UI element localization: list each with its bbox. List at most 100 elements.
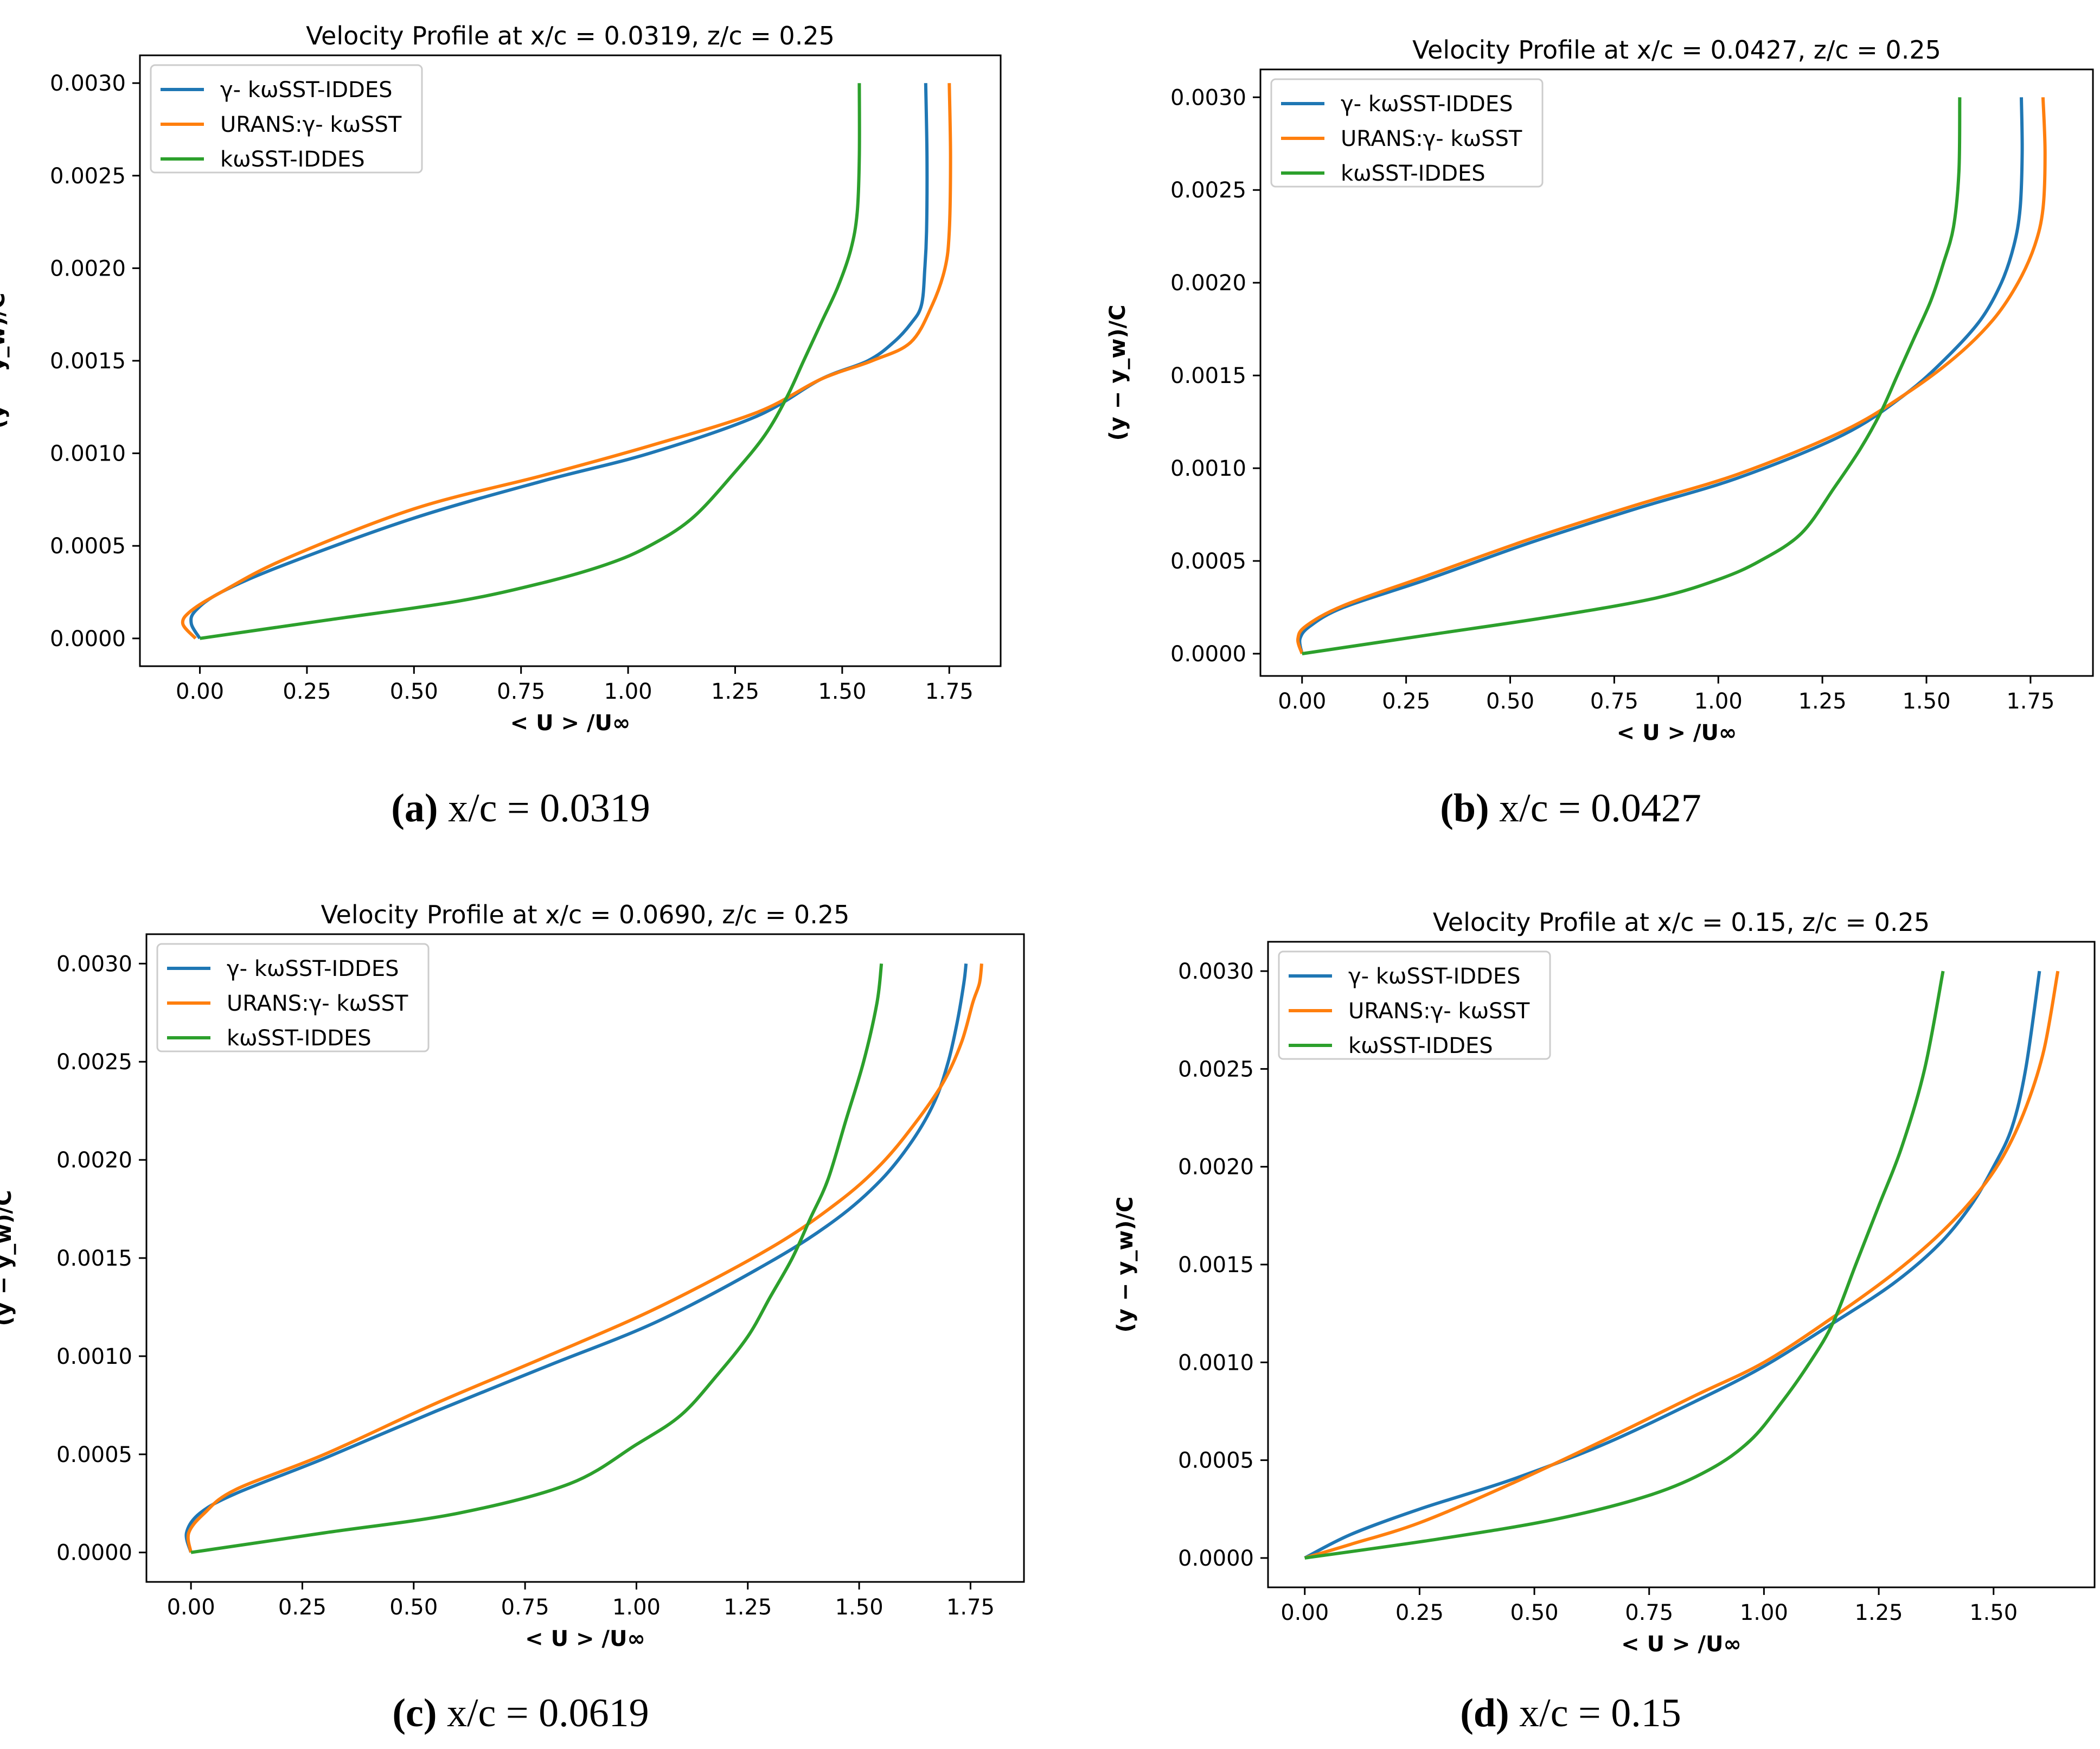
chart-c-series-2-line bbox=[186, 963, 983, 1553]
chart-b-legend-label-1: γ- kωSST-IDDES bbox=[1341, 92, 1513, 117]
chart-a-xtick-label: 0.50 bbox=[390, 679, 438, 704]
chart-a: Velocity Profile at x/c = 0.0319, z/c = … bbox=[0, 21, 1002, 736]
chart-d-legend-label-2: URANS:γ- kωSST bbox=[1348, 999, 1530, 1024]
chart-b-series-group bbox=[1296, 97, 2047, 655]
caption-b: (b) x/c = 0.0427 bbox=[1050, 786, 2091, 832]
caption-b-letter: (b) bbox=[1440, 786, 1489, 831]
chart-b-legend-box bbox=[1270, 78, 1544, 188]
chart-b-xtick-label: 0.75 bbox=[1590, 689, 1638, 714]
chart-a-series-group bbox=[181, 83, 952, 640]
chart-c-xlabel: < U > /U∞ bbox=[525, 1626, 645, 1651]
chart-c-xtick-label: 1.25 bbox=[724, 1595, 772, 1620]
chart-d-ytick-label: 0.0020 bbox=[1178, 1155, 1254, 1180]
chart-b-xtick-label: 0.50 bbox=[1486, 689, 1534, 714]
chart-d-ytick-label: 0.0025 bbox=[1178, 1057, 1254, 1082]
chart-d-xtick-label: 1.50 bbox=[1969, 1600, 2018, 1625]
chart-c-series-3-line bbox=[190, 963, 883, 1554]
chart-b-legend-label-3: kωSST-IDDES bbox=[1341, 161, 1486, 186]
chart-b-frame bbox=[1259, 68, 2094, 677]
chart-a-series-1-line bbox=[189, 83, 929, 640]
chart-b-title: Velocity Profile at x/c = 0.0427, z/c = … bbox=[1412, 35, 1941, 65]
chart-d-legend-box bbox=[1278, 950, 1551, 1060]
chart-c-legend-label-3: kωSST-IDDES bbox=[227, 1026, 372, 1051]
chart-panel-c: Velocity Profile at x/c = 0.0690, z/c = … bbox=[0, 879, 1050, 1749]
chart-a-legend-label-2: URANS:γ- kωSST bbox=[220, 112, 402, 137]
chart-a-legend: γ- kωSST-IDDES URANS:γ- kωSST kωSST-IDDES bbox=[150, 64, 423, 174]
chart-d-xlabel: < U > /U∞ bbox=[1621, 1632, 1742, 1657]
chart-c-series-1-line bbox=[184, 963, 968, 1553]
chart-d-series-2-line bbox=[1304, 971, 2060, 1560]
chart-d-ylabel: (y − y_w)/C bbox=[1113, 1197, 1138, 1333]
chart-d-ytick-label: 0.0010 bbox=[1178, 1350, 1254, 1375]
chart-a-xtick-label: 1.75 bbox=[925, 679, 974, 704]
chart-b-ytick-label: 0.0030 bbox=[1170, 85, 1246, 110]
chart-a-ytick-label: 0.0000 bbox=[50, 627, 126, 652]
chart-c-ytick-label: 0.0015 bbox=[56, 1246, 132, 1271]
chart-d-ytick-label: 0.0030 bbox=[1178, 959, 1254, 984]
chart-b-series-1-line bbox=[1298, 97, 2024, 654]
chart-b: Velocity Profile at x/c = 0.0427, z/c = … bbox=[1105, 35, 2094, 745]
caption-b-text: x/c = 0.0427 bbox=[1489, 786, 1701, 831]
chart-c: Velocity Profile at x/c = 0.0690, z/c = … bbox=[0, 900, 1025, 1651]
chart-a-legend-label-1: γ- kωSST-IDDES bbox=[220, 78, 393, 103]
chart-b-ytick-label: 0.0000 bbox=[1170, 642, 1246, 667]
chart-c-xtick-label: 1.75 bbox=[946, 1595, 995, 1620]
chart-c-series-group bbox=[184, 963, 983, 1554]
chart-b-xtick-label: 0.25 bbox=[1382, 689, 1430, 714]
caption-c-letter: (c) bbox=[392, 1691, 437, 1735]
chart-b-legend-label-2: URANS:γ- kωSST bbox=[1341, 126, 1522, 151]
chart-b-series-2-line bbox=[1296, 97, 2047, 654]
chart-d-xtick-label: 0.50 bbox=[1510, 1600, 1559, 1625]
chart-panel-d: Velocity Profile at x/c = 0.15, z/c = 0.… bbox=[1050, 879, 2100, 1749]
chart-a-xtick-label: 0.75 bbox=[497, 679, 545, 704]
chart-a-xtick-label: 1.25 bbox=[711, 679, 759, 704]
chart-d-xtick-label: 1.25 bbox=[1855, 1600, 1903, 1625]
chart-d-series-group bbox=[1304, 971, 2060, 1560]
chart-a-ytick-label: 0.0015 bbox=[50, 349, 126, 374]
chart-a-legend-box bbox=[150, 64, 423, 174]
chart-d-xtick-label: 1.00 bbox=[1740, 1600, 1788, 1625]
chart-c-xtick-label: 1.00 bbox=[612, 1595, 661, 1620]
chart-a-ytick-label: 0.0020 bbox=[50, 256, 126, 281]
caption-c-text: x/c = 0.0619 bbox=[437, 1691, 649, 1735]
chart-d-ytick-label: 0.0000 bbox=[1178, 1546, 1254, 1571]
chart-a-ylabel: (y − y_w)/C bbox=[0, 293, 10, 429]
chart-a-ytick-label: 0.0010 bbox=[50, 442, 126, 467]
caption-d: (d) x/c = 0.15 bbox=[1050, 1690, 2091, 1737]
chart-d-ytick-label: 0.0005 bbox=[1178, 1448, 1254, 1473]
caption-c: (c) x/c = 0.0619 bbox=[0, 1690, 1041, 1737]
chart-d-title: Velocity Profile at x/c = 0.15, z/c = 0.… bbox=[1433, 908, 1930, 937]
chart-a-ytick-label: 0.0025 bbox=[50, 164, 126, 189]
chart-c-xtick-label: 0.00 bbox=[167, 1595, 215, 1620]
chart-a-series-3-line bbox=[200, 83, 861, 640]
chart-b-ytick-label: 0.0015 bbox=[1170, 363, 1246, 388]
chart-c-ytick-label: 0.0020 bbox=[56, 1148, 132, 1173]
chart-panel-b: Velocity Profile at x/c = 0.0427, z/c = … bbox=[1050, 0, 2100, 868]
chart-d-series-3-line bbox=[1304, 971, 1945, 1560]
chart-c-xtick-label: 1.50 bbox=[835, 1595, 883, 1620]
chart-b-ytick-label: 0.0005 bbox=[1170, 549, 1246, 574]
caption-a-text: x/c = 0.0319 bbox=[438, 786, 650, 831]
chart-c-legend-box bbox=[156, 943, 430, 1052]
chart-b-xtick-label: 0.00 bbox=[1278, 689, 1326, 714]
chart-c-legend-label-1: γ- kωSST-IDDES bbox=[227, 956, 399, 981]
chart-b-series-3-line bbox=[1302, 97, 1962, 655]
caption-a-letter: (a) bbox=[391, 786, 438, 831]
chart-c-legend: γ- kωSST-IDDES URANS:γ- kωSST kωSST-IDDES bbox=[156, 943, 430, 1052]
chart-a-xtick-label: 1.00 bbox=[604, 679, 652, 704]
chart-a-xtick-label: 0.25 bbox=[283, 679, 331, 704]
chart-a-title: Velocity Profile at x/c = 0.0319, z/c = … bbox=[306, 21, 835, 50]
chart-b-ytick-label: 0.0025 bbox=[1170, 178, 1246, 203]
caption-d-letter: (d) bbox=[1460, 1691, 1509, 1735]
chart-c-legend-label-2: URANS:γ- kωSST bbox=[227, 991, 408, 1016]
chart-d-ytick-label: 0.0015 bbox=[1178, 1253, 1254, 1278]
chart-b-xlabel: < U > /U∞ bbox=[1617, 720, 1737, 745]
chart-a-xtick-label: 0.00 bbox=[176, 679, 224, 704]
chart-b-ytick-label: 0.0010 bbox=[1170, 456, 1246, 481]
chart-c-ytick-label: 0.0030 bbox=[56, 952, 132, 976]
chart-b-xtick-label: 1.50 bbox=[1902, 689, 1950, 714]
chart-a-ytick-label: 0.0005 bbox=[50, 534, 126, 559]
chart-a-series-2-line bbox=[181, 83, 952, 640]
chart-c-ytick-label: 0.0000 bbox=[56, 1541, 132, 1566]
chart-panel-a: Velocity Profile at x/c = 0.0319, z/c = … bbox=[0, 0, 1050, 868]
